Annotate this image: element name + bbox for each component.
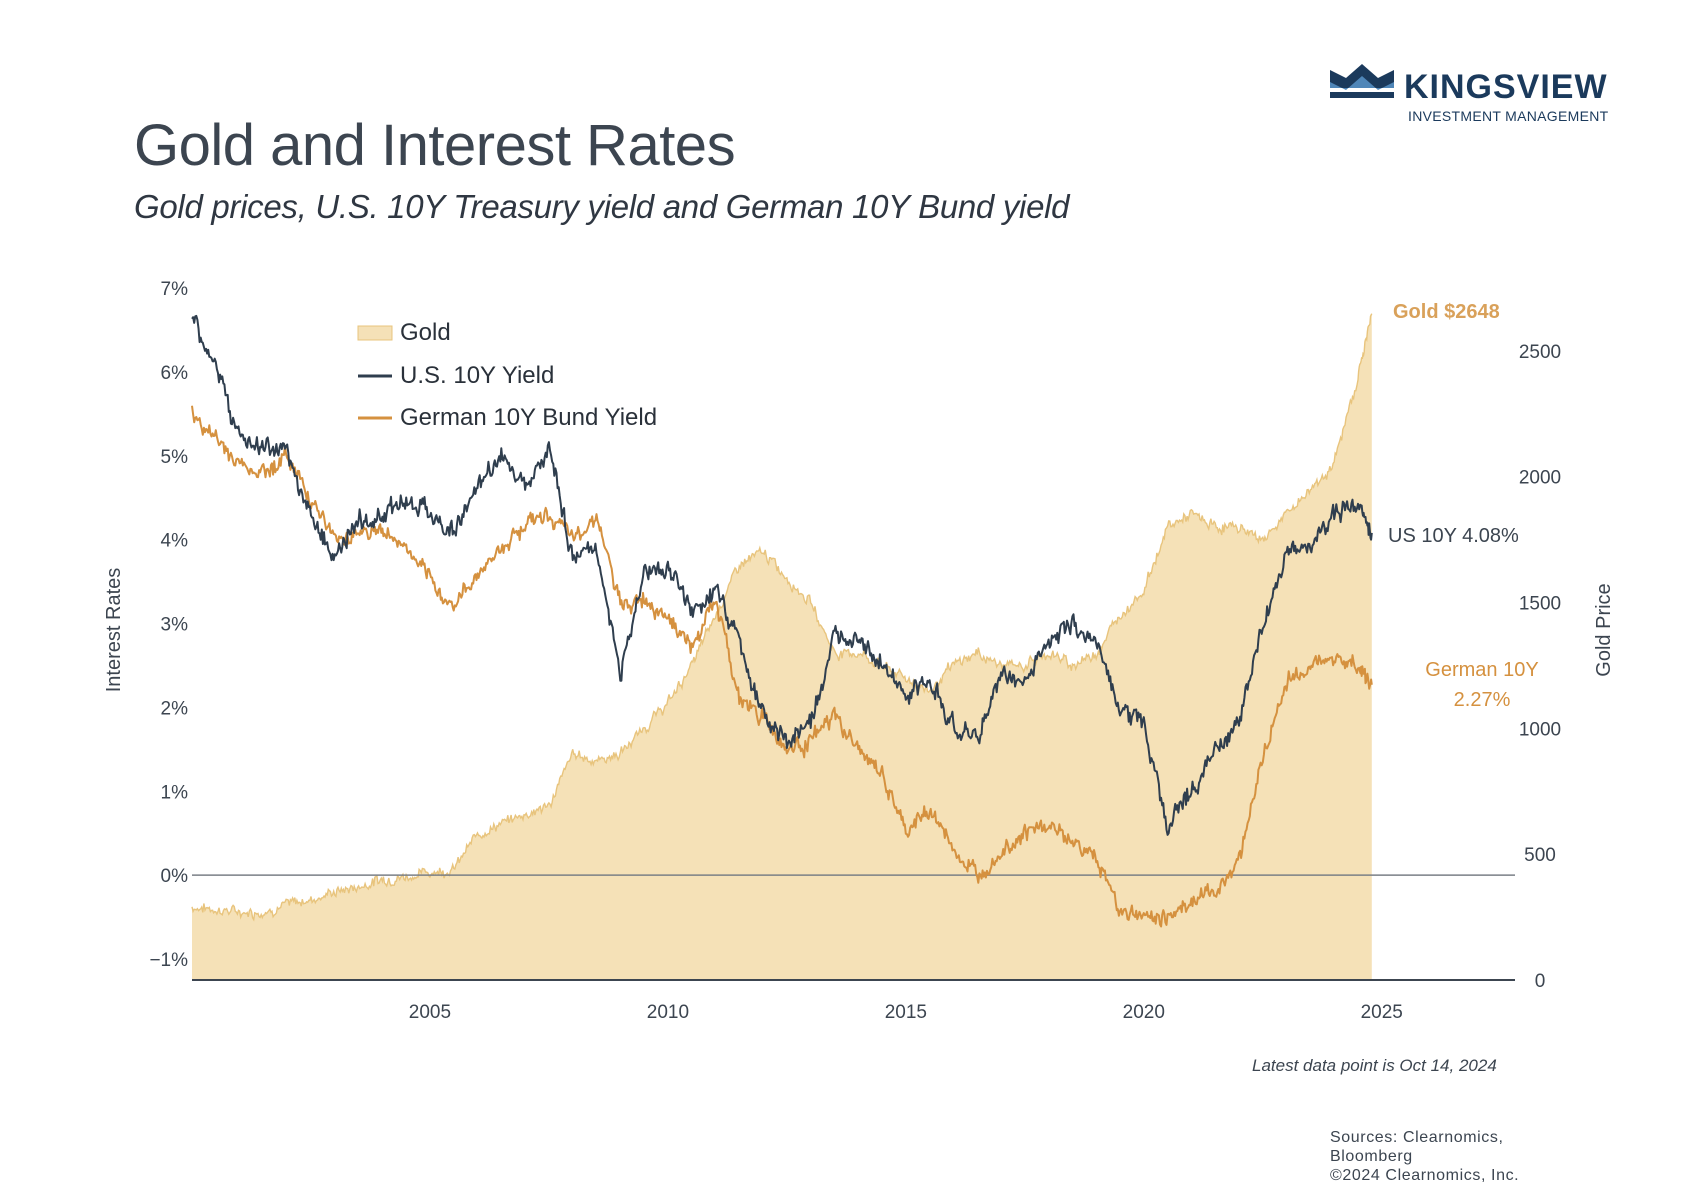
german-end-label-1: German 10Y (1425, 659, 1538, 681)
y-tick-label: 3% (161, 615, 189, 636)
legend-swatch-gold (357, 325, 393, 341)
y2-tick-label: 1000 (1519, 719, 1561, 740)
footnote: Latest data point is Oct 14, 2024 (1252, 1056, 1497, 1075)
y2-tick-label: 500 (1524, 845, 1556, 866)
sources-line-1: Sources: Clearnomics, (1330, 1129, 1504, 1146)
y-tick-label: 2% (161, 698, 189, 719)
german-end-label-2: 2.27% (1454, 689, 1511, 711)
y-tick-label: 7% (161, 279, 189, 300)
y-tick-label: 0% (161, 866, 189, 887)
x-tick-label: 2020 (1123, 1002, 1165, 1023)
page-subtitle: Gold prices, U.S. 10Y Treasury yield and… (134, 188, 1070, 225)
us-yield-line (191, 314, 1373, 836)
y2-tick-label: 2500 (1519, 342, 1561, 363)
y-tick-label: 1% (161, 782, 189, 803)
y2-axis-title: Gold Price (1593, 583, 1615, 676)
page-title: Gold and Interest Rates (134, 113, 736, 178)
y2-tick-label: 1500 (1519, 594, 1561, 615)
gold-area (192, 313, 1372, 980)
y-tick-label: 4% (161, 531, 189, 552)
y2-tick-label: 2000 (1519, 468, 1561, 489)
legend-label-german: German 10Y Bund Yield (400, 404, 657, 431)
legend-label-gold: Gold (400, 319, 451, 346)
gold-area-edge (191, 313, 1373, 922)
y-tick-label: 5% (161, 447, 189, 468)
brand-logo: KINGSVIEW INVESTMENT MANAGEMENT (1326, 62, 1626, 132)
y2-tick-label: 0 (1535, 971, 1546, 992)
us-end-label: US 10Y 4.08% (1388, 525, 1519, 547)
brand-name: KINGSVIEW (1404, 68, 1608, 106)
german-yield-line (191, 405, 1373, 928)
sources-line-3: ©2024 Clearnomics, Inc. (1330, 1167, 1520, 1184)
x-tick-label: 2015 (885, 1002, 927, 1023)
x-tick-label: 2005 (409, 1002, 451, 1023)
y-tick-label: 6% (161, 363, 189, 384)
crown-logo-icon (1330, 64, 1394, 98)
sources: Sources: Clearnomics, Bloomberg ©2024 Cl… (1330, 1128, 1570, 1185)
y-tick-label: −1% (149, 950, 188, 971)
sources-line-2: Bloomberg (1330, 1148, 1413, 1165)
gold-end-label: Gold $2648 (1393, 301, 1500, 323)
legend-label-us: U.S. 10Y Yield (400, 362, 554, 389)
x-tick-label: 2010 (647, 1002, 689, 1023)
brand-tagline: INVESTMENT MANAGEMENT (1408, 108, 1609, 124)
x-tick-label: 2025 (1361, 1002, 1403, 1023)
y-axis-title: Interest Rates (103, 568, 125, 693)
